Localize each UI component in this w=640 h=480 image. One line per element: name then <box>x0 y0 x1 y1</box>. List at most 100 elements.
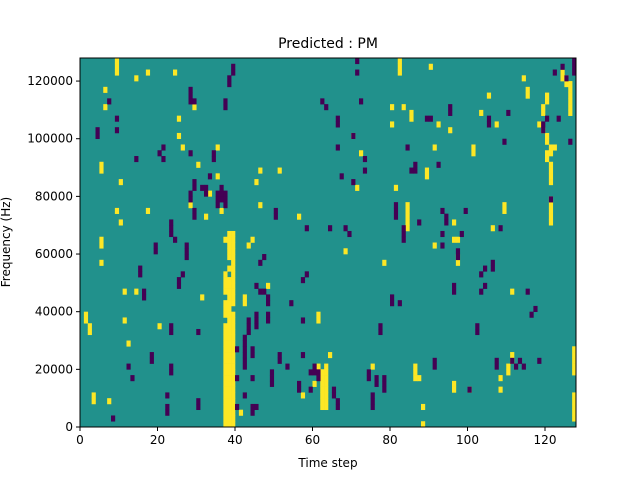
heatmap-cell-positive <box>223 369 228 376</box>
heatmap-cell-negative <box>424 115 430 122</box>
heatmap-cell-positive <box>490 225 495 232</box>
heatmap-cell-negative <box>552 69 557 76</box>
heatmap-cell-negative <box>467 386 472 393</box>
heatmap-cell-negative <box>134 156 139 163</box>
heatmap-cell-positive <box>227 311 232 318</box>
heatmap-cell-negative <box>351 179 356 186</box>
heatmap-cell-negative <box>498 225 503 232</box>
heatmap-cell-positive <box>545 92 550 99</box>
heatmap-cell-negative <box>335 115 340 122</box>
heatmap-cell-negative <box>479 271 484 278</box>
heatmap-cells <box>80 58 577 428</box>
heatmap-cell-negative <box>440 230 445 238</box>
chart-title: Predicted : PM <box>278 36 378 52</box>
heatmap-cell-positive <box>219 207 224 214</box>
heatmap-cell-positive <box>122 288 127 295</box>
heatmap-cell-positive <box>572 409 577 416</box>
heatmap-cell-positive <box>227 328 232 336</box>
heatmap-cell-positive <box>227 380 232 387</box>
heatmap-cell-negative <box>448 109 453 116</box>
heatmap-cell-positive <box>390 104 395 111</box>
heatmap-cell-negative <box>266 300 271 307</box>
heatmap-cell-positive <box>227 230 232 238</box>
heatmap-cell-positive <box>355 184 360 191</box>
heatmap-cell-positive <box>545 98 550 105</box>
heatmap-cell-positive <box>405 202 410 209</box>
y-tick-label: 100000 <box>27 132 73 146</box>
heatmap-cell-positive <box>436 121 441 128</box>
heatmap-cell-positive <box>452 386 457 393</box>
heatmap-cell-negative <box>514 363 519 370</box>
heatmap-cell-positive <box>99 242 104 249</box>
heatmap-cell-positive <box>223 398 228 405</box>
heatmap-cell-positive <box>231 386 236 393</box>
heatmap-cell-positive <box>382 259 387 266</box>
heatmap-cell-negative <box>149 357 154 364</box>
heatmap-cell-positive <box>432 242 437 249</box>
heatmap-cell-positive <box>145 207 151 214</box>
heatmap-cell-negative <box>409 167 414 174</box>
heatmap-cell-negative <box>184 242 189 249</box>
heatmap-cell-negative <box>405 144 410 151</box>
heatmap-cell-positive <box>568 104 573 111</box>
x-tick-label: 80 <box>382 433 397 447</box>
heatmap-cell-negative <box>413 167 418 174</box>
heatmap-cell-negative <box>312 369 317 376</box>
heatmap-cell-negative <box>235 346 240 353</box>
heatmap-cell-negative <box>355 69 360 76</box>
heatmap-cell-negative <box>297 386 302 393</box>
heatmap-cell-positive <box>227 282 232 289</box>
heatmap-cell-positive <box>471 144 476 151</box>
heatmap-cell-positive <box>521 75 526 82</box>
heatmap-cell-negative <box>231 63 236 70</box>
heatmap-cell-negative <box>308 386 313 393</box>
heatmap-cell-negative <box>572 58 577 65</box>
heatmap-cell-positive <box>502 202 507 209</box>
heatmap-cell-negative <box>176 282 182 289</box>
heatmap-cell-positive <box>552 144 557 151</box>
heatmap-cell-positive <box>448 127 453 134</box>
heatmap-cell-positive <box>196 161 201 168</box>
heatmap-cell-negative <box>436 161 441 168</box>
heatmap-cell-positive <box>525 92 530 99</box>
heatmap-cell-positive <box>231 294 236 301</box>
heatmap-cell-positive <box>568 81 573 88</box>
heatmap-cell-positive <box>455 236 461 243</box>
heatmap-cell-positive <box>223 340 228 347</box>
heatmap-cell-negative <box>169 219 174 226</box>
heatmap-cell-negative <box>440 242 445 249</box>
heatmap-cell-negative <box>250 409 255 416</box>
heatmap-cell-positive <box>215 144 220 151</box>
heatmap-cell-negative <box>483 282 488 289</box>
heatmap-cell-negative <box>153 248 158 255</box>
x-tick-label: 120 <box>534 433 557 447</box>
y-tick-label: 20000 <box>35 362 73 376</box>
heatmap-cell-positive <box>227 254 232 261</box>
heatmap-cell-negative <box>366 375 371 382</box>
heatmap-cell-negative <box>242 352 247 359</box>
heatmap-cell-negative <box>169 363 174 370</box>
heatmap-cell-positive <box>258 167 263 174</box>
heatmap-cell-negative <box>517 357 523 364</box>
heatmap-cell-positive <box>231 340 236 347</box>
heatmap-cell-negative <box>490 259 495 266</box>
heatmap-cell-negative <box>223 196 228 203</box>
heatmap-cell-positive <box>231 248 236 255</box>
heatmap-cell-positive <box>560 75 565 82</box>
heatmap-cell-negative <box>227 81 232 88</box>
heatmap-cell-positive <box>324 375 329 382</box>
heatmap-cell-negative <box>390 294 395 301</box>
heatmap-cell-negative <box>200 184 205 191</box>
heatmap-cell-negative <box>192 207 197 214</box>
heatmap-cell-positive <box>548 150 554 157</box>
heatmap-cell-negative <box>235 375 240 382</box>
heatmap-cell-negative <box>324 104 329 111</box>
heatmap-cell-negative <box>269 375 275 382</box>
heatmap-cell-negative <box>475 323 480 330</box>
heatmap-cell-positive <box>545 156 550 163</box>
heatmap-cell-positive <box>231 259 236 266</box>
heatmap-cell-negative <box>107 98 112 105</box>
heatmap-cell-positive <box>266 282 271 289</box>
heatmap-cell-positive <box>324 369 329 376</box>
heatmap-cell-negative <box>335 121 340 128</box>
